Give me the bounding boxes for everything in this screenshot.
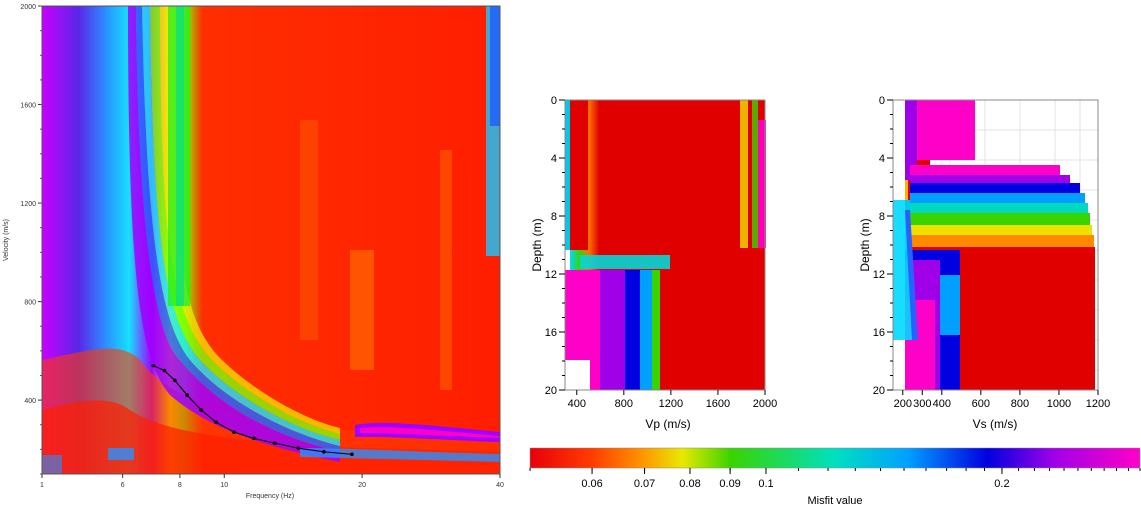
x-tick-label: 600 <box>972 398 990 410</box>
x-tick-label: 20 <box>358 482 366 489</box>
y-tick-label: 0 <box>551 95 557 107</box>
x-tick-label: 1200 <box>1086 398 1110 410</box>
y-tick-label: 1600 <box>20 103 36 110</box>
y-tick-label: 2000 <box>20 4 36 11</box>
vs-x-ticks: 200 300 400 600 800 1000 1200 <box>894 390 1110 410</box>
vs-y-label: Depth (m) <box>858 218 872 271</box>
colorbar-tick-label: 0.07 <box>634 478 655 490</box>
y-tick-label: 12 <box>545 269 557 281</box>
x-tick-label: 1000 <box>1047 398 1071 410</box>
picked-point <box>199 408 203 412</box>
y-tick-label: 16 <box>873 327 885 339</box>
y-tick-label: 4 <box>551 153 557 165</box>
x-tick-label: 800 <box>1011 398 1029 410</box>
picked-dispersion-curve <box>151 363 354 457</box>
vp-y-label: Depth (m) <box>530 218 544 271</box>
y-tick-label: 800 <box>24 300 36 307</box>
picked-point <box>322 450 326 454</box>
picked-point <box>296 446 300 450</box>
x-tick-label: 6 <box>121 482 125 489</box>
vp-x-label: Vp (m/s) <box>645 417 690 431</box>
dispersion-image <box>42 6 500 474</box>
x-tick-label: 400 <box>568 398 586 410</box>
y-tick-label: 0 <box>879 95 885 107</box>
y-tick-label: 8 <box>879 211 885 223</box>
dispersion-x-ticks: 1 6 8 10 20 40 <box>40 474 504 489</box>
picked-point <box>151 363 156 368</box>
picked-point <box>232 430 236 434</box>
misfit-colorbar: 0.06 0.07 0.08 0.09 0.1 0.2 Misfit value <box>529 447 1141 507</box>
colorbar-tick-label: 0.2 <box>994 478 1009 490</box>
vs-y-ticks: 0 4 8 12 16 20 <box>873 95 893 397</box>
dispersion-y-label: Velocity (m/s) <box>3 219 10 261</box>
y-tick-label: 1200 <box>20 201 36 208</box>
picked-point <box>251 436 256 441</box>
colorbar-gradient <box>529 447 1141 469</box>
x-tick-label: 1200 <box>659 398 683 410</box>
picked-point <box>273 441 277 446</box>
y-tick-label: 20 <box>545 385 557 397</box>
picked-point <box>162 368 167 373</box>
dispersion-y-ticks: 2000 1600 1200 800 400 <box>20 4 42 475</box>
vs-profile-fill <box>893 100 1098 390</box>
y-tick-label: 400 <box>24 398 36 405</box>
x-tick-label: 400 <box>933 398 951 410</box>
colorbar-tick-label: 0.06 <box>581 478 602 490</box>
colorbar-minor-ticks <box>529 468 1141 471</box>
picked-curve-line <box>153 365 352 455</box>
colorbar-label: Misfit value <box>807 495 862 507</box>
x-tick-label: 2000 <box>753 398 777 410</box>
colorbar-tick-label: 0.08 <box>679 478 700 490</box>
dispersion-x-label: Frequency (Hz) <box>246 493 294 500</box>
x-tick-label: 10 <box>220 482 228 489</box>
y-tick-label: 20 <box>873 385 885 397</box>
picked-point <box>173 378 177 383</box>
x-tick-label: 800 <box>615 398 633 410</box>
picked-point <box>350 452 354 457</box>
colorbar-tick-label: 0.1 <box>758 478 773 490</box>
vs-panel: 200 300 400 600 800 1000 1200 0 4 8 12 16 20 Vs (m/… <box>858 95 1110 431</box>
x-tick-label: 300 <box>913 398 931 410</box>
x-tick-label: 1600 <box>706 398 730 410</box>
x-tick-label: 40 <box>496 482 504 489</box>
colorbar-tick-label: 0.09 <box>719 478 740 490</box>
x-tick-label: 200 <box>894 398 912 410</box>
vp-panel: 400 800 1200 1600 2000 0 4 8 12 16 20 Vp (m/s) De… <box>530 95 777 431</box>
colorbar-ticks: 0.06 0.07 0.08 0.09 0.1 0.2 <box>581 468 1010 490</box>
y-tick-label: 12 <box>873 269 885 281</box>
y-tick-label: 4 <box>879 153 885 165</box>
x-tick-label: 8 <box>178 482 182 489</box>
picked-point <box>214 420 218 425</box>
vs-x-label: Vs (m/s) <box>973 417 1018 431</box>
dispersion-panel: 1 6 8 10 20 40 2000 1600 1200 800 400 Frequency (… <box>3 4 504 500</box>
y-tick-label: 16 <box>545 327 557 339</box>
picked-point <box>185 393 189 397</box>
vp-y-ticks: 0 4 8 12 16 20 <box>545 95 565 397</box>
y-tick-label: 8 <box>551 211 557 223</box>
x-tick-label: 1 <box>40 482 44 489</box>
vp-x-ticks: 400 800 1200 1600 2000 <box>568 390 777 410</box>
vp-profile-fill <box>560 100 766 390</box>
